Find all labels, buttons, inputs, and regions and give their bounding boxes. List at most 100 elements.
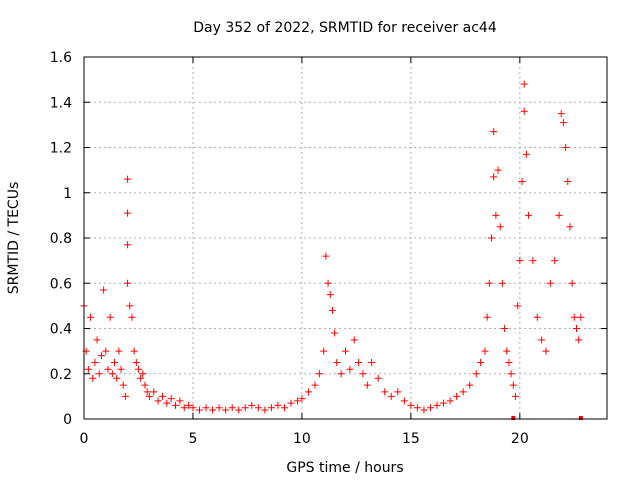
chart-title: Day 352 of 2022, SRMTID for receiver ac4…: [193, 20, 497, 36]
data-point: [154, 397, 162, 405]
data-point: [359, 370, 367, 378]
data-point: [407, 401, 415, 409]
data-point: [106, 313, 114, 321]
data-point: [433, 401, 441, 409]
y-tick-label: 0.8: [50, 231, 72, 247]
data-point: [477, 358, 485, 366]
data-point: [566, 223, 574, 231]
data-point: [128, 313, 136, 321]
data-point: [113, 374, 121, 382]
y-tick-label: 0.4: [50, 322, 72, 338]
data-point: [267, 404, 275, 412]
data-point: [294, 397, 302, 405]
data-point: [350, 336, 358, 344]
data-point: [248, 401, 256, 409]
x-tick-label: 5: [188, 431, 197, 447]
y-tick-label: 1.2: [50, 141, 72, 157]
data-point: [322, 252, 330, 260]
data-point: [337, 370, 345, 378]
data-point: [95, 370, 103, 378]
data-point: [568, 279, 576, 287]
data-point: [331, 329, 339, 337]
data-point: [514, 302, 522, 310]
data-point: [420, 406, 428, 414]
data-point: [546, 279, 554, 287]
data-point: [119, 381, 127, 389]
data-point: [564, 177, 572, 185]
data-point: [501, 325, 509, 332]
data-point: [490, 128, 498, 136]
data-point: [368, 358, 376, 366]
data-point: [126, 302, 134, 310]
data-point: [324, 279, 332, 287]
data-point: [137, 374, 145, 382]
data-point: [124, 279, 132, 287]
data-point: [158, 392, 166, 400]
data-point: [363, 381, 371, 389]
data-point: [333, 358, 341, 366]
data-point: [195, 406, 203, 414]
data-point: [562, 144, 570, 151]
x-axis-label: GPS time / hours: [286, 460, 403, 476]
data-point: [93, 336, 101, 344]
data-point: [496, 223, 504, 231]
x-tick-label: 20: [511, 431, 529, 447]
y-tick-label: 0.2: [50, 367, 72, 383]
x-tick-label: 15: [402, 431, 420, 447]
data-point: [488, 234, 496, 242]
data-point: [394, 388, 402, 396]
data-point: [374, 374, 382, 382]
data-point: [483, 313, 491, 321]
y-axis-label: SRMTID / TECUs: [6, 182, 22, 295]
data-point: [494, 166, 502, 174]
data-point: [280, 404, 288, 412]
data-point: [298, 395, 306, 403]
data-point: [315, 370, 323, 378]
data-point: [559, 119, 567, 127]
data-point: [453, 392, 461, 400]
y-ticks: 0 0.2 0.4 0.6 0.8 1 1.2 1.4 1.6: [50, 50, 607, 428]
data-point: [89, 374, 97, 382]
x-tick-label: 0: [80, 431, 89, 447]
y-tick-label: 1.4: [50, 95, 72, 111]
y-tick-label: 0: [63, 412, 72, 428]
data-point: [261, 406, 269, 414]
data-point: [413, 404, 421, 412]
data-point: [518, 177, 526, 185]
data-point: [481, 347, 489, 355]
data-point: [202, 404, 210, 412]
data-point: [124, 175, 132, 183]
data-point: [440, 399, 448, 407]
data-point: [167, 395, 175, 403]
data-point: [490, 173, 498, 181]
data-point: [472, 370, 480, 378]
data-point: [100, 286, 108, 294]
data-point: [426, 404, 434, 412]
data-point: [509, 381, 517, 389]
data-point: [311, 381, 319, 389]
data-point: [185, 401, 193, 409]
data-point: [516, 257, 524, 265]
data-point: [121, 392, 129, 400]
data-point: [124, 241, 132, 249]
data-point: [97, 352, 105, 360]
data-point: [87, 313, 95, 321]
data-point: [400, 397, 408, 405]
data-point: [326, 291, 334, 299]
data-point: [176, 397, 184, 405]
data-point: [141, 381, 149, 389]
data-point: [538, 336, 546, 344]
data-point: [274, 401, 282, 409]
data-point: [241, 404, 249, 412]
data-point: [180, 404, 188, 412]
data-point: [381, 388, 389, 396]
data-point: [215, 404, 223, 412]
data-point: [328, 306, 336, 314]
data-point: [498, 279, 506, 287]
data-point: [228, 404, 236, 412]
data-point: [145, 392, 153, 400]
data-point: [91, 358, 99, 366]
data-point: [575, 336, 583, 344]
